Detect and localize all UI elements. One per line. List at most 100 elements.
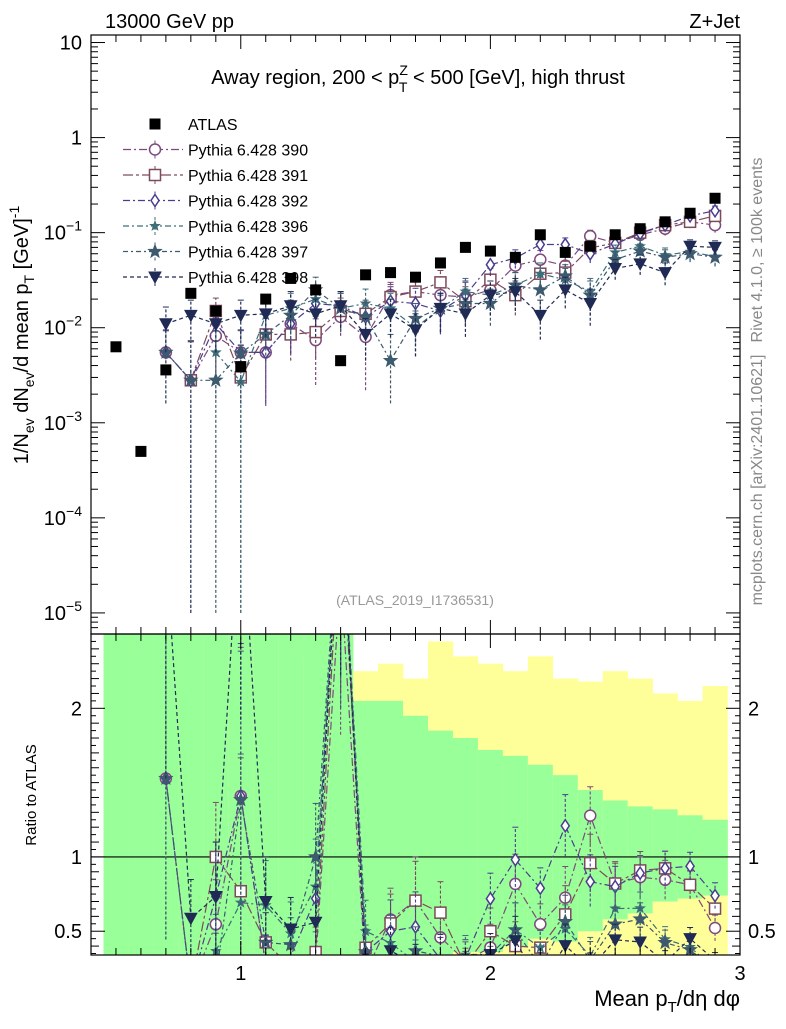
- ratio-y-tick-label: 2: [71, 698, 82, 720]
- ratio-series-line: [165, 634, 698, 955]
- ratio-point: [558, 940, 573, 953]
- data-point: [533, 309, 548, 323]
- chart-title: Away region, 200 < pZ T < 500 [GeV], high…: [211, 62, 625, 95]
- data-point: [382, 352, 399, 368]
- mcplots-label: mcplots.cern.ch [arXiv:2401.10621]: [749, 355, 766, 606]
- energy-label: 13000 GeV pp: [105, 11, 234, 33]
- ratio-y-tick-label-right: 1: [748, 847, 759, 869]
- data-point: [333, 300, 348, 313]
- ratio-point: [710, 888, 720, 904]
- ratio-point: [258, 896, 273, 909]
- atlas-data-point: [385, 267, 397, 279]
- ratio-point: [683, 878, 697, 892]
- ratio-point: [607, 916, 623, 931]
- y-tick-label: 10−1: [44, 218, 82, 245]
- atlas-data-point: [459, 241, 471, 253]
- data-point: [485, 257, 496, 273]
- data-point: [535, 237, 546, 252]
- ratio-point: [660, 860, 671, 876]
- ratio-point: [233, 791, 249, 807]
- process-label: Z+Jet: [689, 11, 740, 33]
- data-point: [407, 310, 424, 326]
- inner-band-bin: [702, 819, 728, 896]
- atlas-data-point: [634, 223, 646, 235]
- data-point: [308, 308, 323, 321]
- data-point: [608, 262, 623, 276]
- atlas-data-point: [534, 229, 546, 241]
- x-tick-label: 3: [734, 963, 745, 985]
- data-point: [532, 281, 549, 297]
- legend-label: Pythia 6.428 391: [188, 168, 308, 185]
- y-tick-label: 10−3: [44, 408, 82, 435]
- main-data-points: [110, 192, 721, 457]
- data-point: [184, 309, 198, 323]
- legend-item: Pythia 6.428 392: [123, 191, 308, 211]
- data-point: [233, 309, 248, 323]
- atlas-data-point: [235, 361, 247, 373]
- data-point: [358, 328, 373, 342]
- legend-label: Pythia 6.428 398: [188, 270, 308, 287]
- ratio-point: [434, 906, 447, 919]
- ratio-y-tick-label: 1: [71, 847, 82, 869]
- y-tick-label: 10−4: [44, 503, 82, 530]
- ratio-y-tick-label-right: 2: [748, 698, 759, 720]
- ratio-series-line: [165, 634, 716, 955]
- data-point: [534, 267, 547, 279]
- data-point: [708, 241, 722, 255]
- atlas-data-point: [684, 207, 696, 219]
- inner-band-bin: [153, 634, 179, 955]
- atlas-data-point: [185, 287, 197, 299]
- data-point: [282, 307, 299, 322]
- legend-marker-atlas: [149, 118, 161, 130]
- ratio-y-tick-label: 0.5: [54, 921, 82, 943]
- atlas-data-point: [285, 272, 297, 284]
- atlas-data-point: [584, 240, 596, 252]
- inner-band-bin: [452, 738, 479, 953]
- analysis-watermark: (ATLAS_2019_I1736531): [336, 592, 494, 608]
- atlas-data-point: [509, 251, 521, 263]
- data-point: [558, 284, 573, 297]
- y-tick-label: 10: [60, 33, 82, 55]
- data-point: [632, 242, 648, 258]
- atlas-data-point: [360, 269, 372, 281]
- legend-label: Pythia 6.428 390: [188, 143, 308, 160]
- y-tick-label: 10−5: [44, 598, 82, 625]
- atlas-data-point: [709, 192, 721, 204]
- main-series: [158, 203, 723, 613]
- x-tick-label: 1: [235, 963, 246, 985]
- atlas-data-point: [335, 355, 347, 367]
- rivet-version-label: Rivet 4.1.0, ≥ 100k events: [749, 158, 766, 343]
- legend-label: Pythia 6.428 397: [188, 245, 308, 262]
- data-point: [458, 308, 473, 321]
- ratio-point: [633, 936, 647, 950]
- y-tick-label: 1: [71, 128, 82, 150]
- legend-item: Pythia 6.428 397: [123, 242, 308, 262]
- legend-item: Pythia 6.428 396: [123, 217, 308, 236]
- ratio-point: [510, 852, 521, 867]
- inner-band-bin: [128, 634, 154, 955]
- x-tick-label: 2: [485, 963, 496, 985]
- atlas-data-point: [609, 229, 621, 241]
- data-point: [483, 289, 498, 303]
- legend-item: Pythia 6.428 391: [123, 166, 308, 185]
- ratio-point: [560, 818, 571, 834]
- legend-marker: [150, 193, 160, 208]
- ratio-y-tick-label-right: 0.5: [748, 921, 776, 943]
- inner-band-bin: [353, 700, 379, 955]
- atlas-data-point: [260, 293, 272, 305]
- data-point: [508, 286, 523, 299]
- ratio-point: [208, 891, 223, 904]
- atlas-data-point: [110, 341, 122, 353]
- series-pythia-6-428-398: [159, 239, 722, 361]
- atlas-data-point: [484, 245, 496, 257]
- ratio-point: [508, 935, 523, 948]
- atlas-data-point: [135, 445, 147, 457]
- data-point: [408, 324, 423, 337]
- atlas-data-point: [559, 246, 571, 258]
- ratio-point: [632, 910, 648, 926]
- main-y-axis-label: 1/Nev dNev/d mean pT [GeV]-1: [6, 206, 37, 465]
- ratio-point: [184, 912, 198, 926]
- data-point: [258, 308, 273, 321]
- data-point: [183, 372, 199, 387]
